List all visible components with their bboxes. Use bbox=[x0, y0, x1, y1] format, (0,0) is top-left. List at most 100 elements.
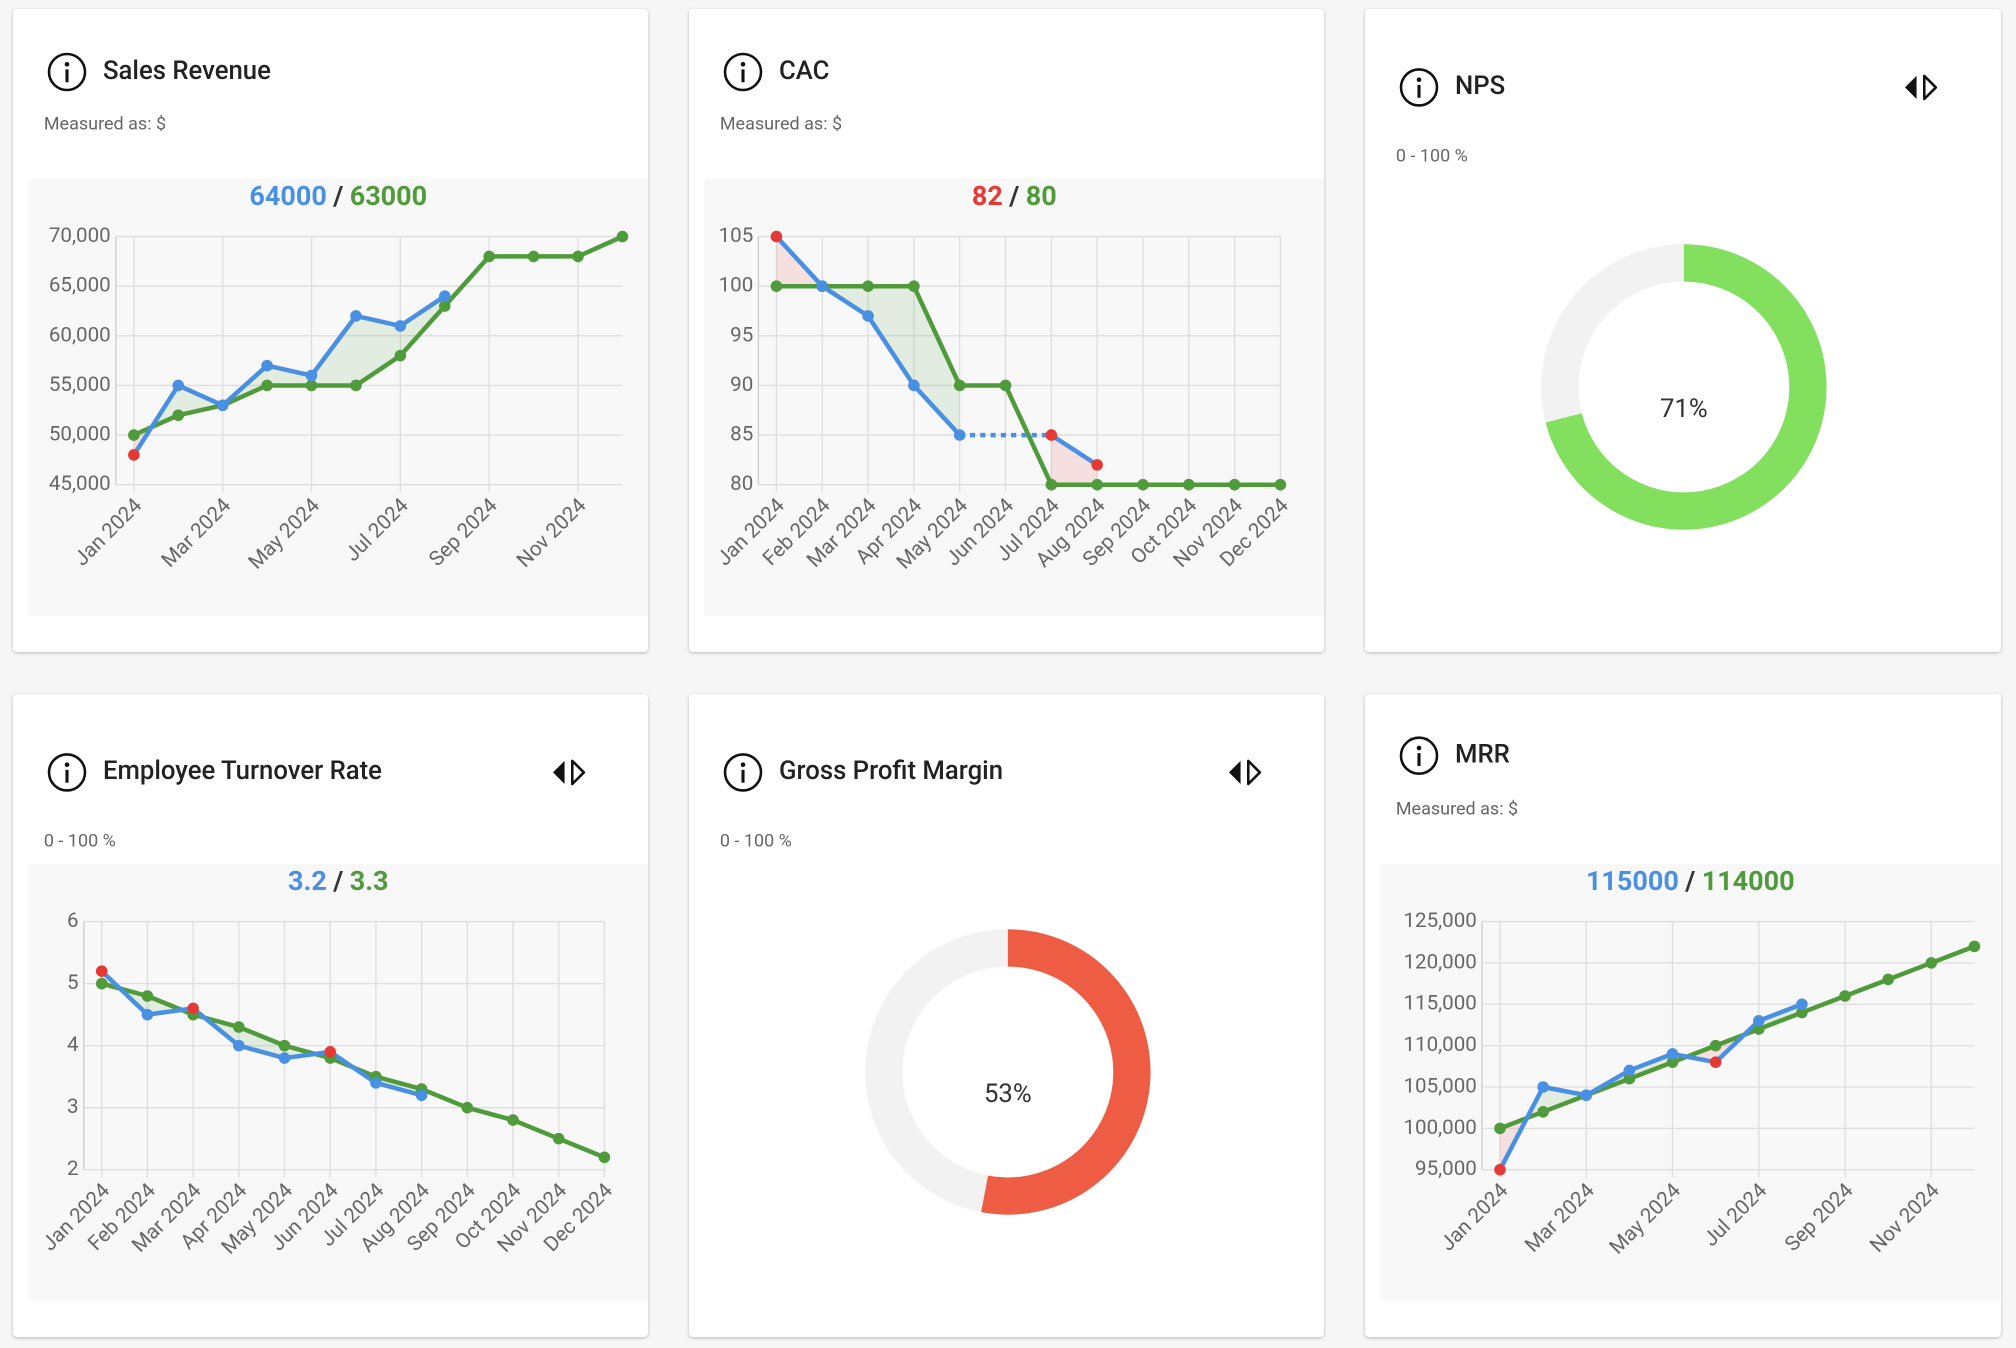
summary-separator: / bbox=[332, 865, 343, 897]
card-subtitle: Measured as: $ bbox=[44, 113, 166, 134]
target-point bbox=[1624, 1073, 1636, 1085]
target-point bbox=[1183, 478, 1195, 491]
actual-point bbox=[232, 1040, 245, 1052]
actual-point bbox=[816, 280, 829, 292]
summary-separator: / bbox=[1685, 865, 1696, 897]
summary-actual: 64000 bbox=[249, 180, 326, 212]
toggle-icon[interactable] bbox=[1229, 759, 1262, 786]
target-point bbox=[954, 379, 966, 392]
actual-point bbox=[438, 290, 451, 302]
target-point bbox=[1137, 478, 1149, 491]
target-point bbox=[908, 280, 920, 292]
series-line bbox=[131, 294, 446, 457]
card-subtitle: 0 - 100 % bbox=[44, 831, 116, 852]
y-tick-label: 4 bbox=[67, 1033, 79, 1057]
summary-actual: 3.2 bbox=[288, 865, 327, 897]
toggle-left bbox=[1229, 761, 1241, 785]
actual-point bbox=[141, 1009, 154, 1021]
series-line bbox=[1499, 944, 1976, 1131]
actual-point bbox=[278, 1052, 291, 1065]
y-tick-label: 50,000 bbox=[49, 423, 111, 447]
y-tick-label: 125,000 bbox=[1404, 909, 1477, 933]
kpi-card: Sales Revenue Measured as: $ 45,000 50,000 5… bbox=[12, 9, 648, 652]
card-title: Sales Revenue bbox=[103, 56, 271, 86]
actual-point bbox=[369, 1077, 382, 1089]
target-point bbox=[394, 349, 406, 362]
y-tick-label: 2 bbox=[67, 1157, 79, 1181]
band bbox=[914, 286, 960, 436]
info-dot bbox=[1417, 77, 1422, 83]
target-point bbox=[1710, 1040, 1722, 1052]
series-line bbox=[1050, 433, 1099, 467]
target-point bbox=[172, 409, 184, 422]
actual-point bbox=[1537, 1081, 1550, 1094]
target-point bbox=[1839, 990, 1852, 1003]
y-tick-label: 115,000 bbox=[1404, 992, 1477, 1016]
info-ring bbox=[723, 52, 763, 92]
actual-point bbox=[95, 965, 108, 978]
kpi-card: Employee Turnover Rate 0 - 100 % 2 3 4 5 6 Jan … bbox=[12, 694, 648, 1338]
band bbox=[868, 286, 915, 386]
actual-point bbox=[1710, 1056, 1722, 1069]
actual-point bbox=[1624, 1064, 1636, 1077]
target-point bbox=[1494, 1122, 1507, 1135]
summary-target: 114000 bbox=[1702, 865, 1795, 897]
summary: 115000/114000 bbox=[1586, 865, 1795, 897]
y-tick-label: 5 bbox=[67, 971, 79, 995]
series-line bbox=[1498, 1002, 1804, 1172]
info-ring bbox=[723, 753, 763, 792]
band bbox=[355, 315, 401, 386]
toggle-right bbox=[1923, 74, 1938, 101]
actual-point bbox=[261, 359, 273, 372]
target-point bbox=[1753, 1023, 1765, 1036]
summary: 64000/63000 bbox=[249, 180, 427, 212]
target-point bbox=[141, 990, 154, 1003]
actual-point bbox=[1667, 1048, 1679, 1060]
info-dot bbox=[740, 762, 746, 768]
target-point bbox=[232, 1021, 245, 1034]
target-point bbox=[1045, 478, 1058, 491]
info-icon bbox=[47, 52, 87, 92]
y-tick-label: 60,000 bbox=[49, 323, 111, 347]
info-icon bbox=[47, 753, 87, 792]
target-point bbox=[349, 379, 362, 392]
band bbox=[1051, 435, 1098, 485]
card-canvas: Sales Revenue Measured as: $ 45,000 50,000 5… bbox=[28, 52, 648, 616]
actual-point bbox=[954, 429, 966, 441]
summary: 3.2/3.3 bbox=[288, 865, 388, 897]
info-dot bbox=[64, 61, 70, 67]
info-dot bbox=[740, 61, 746, 67]
card-canvas: MRR Measured as: $ 95,000 100,000 105,000 110… bbox=[1380, 736, 2001, 1302]
chart-panel bbox=[1380, 863, 2001, 1302]
summary-target: 80 bbox=[1026, 180, 1057, 212]
toggle-icon[interactable] bbox=[1905, 74, 1938, 101]
toggle-icon[interactable] bbox=[552, 759, 585, 786]
target-point bbox=[1228, 478, 1241, 491]
summary-actual: 115000 bbox=[1586, 865, 1679, 897]
y-tick-label: 70,000 bbox=[49, 224, 111, 248]
target-point bbox=[127, 429, 140, 441]
band bbox=[238, 1027, 285, 1059]
card-title: CAC bbox=[779, 56, 829, 86]
target-point bbox=[552, 1133, 565, 1145]
target-point bbox=[862, 280, 874, 292]
actual-point bbox=[770, 230, 783, 243]
target-point bbox=[1274, 478, 1287, 491]
band bbox=[266, 365, 312, 386]
target-point bbox=[1537, 1106, 1550, 1118]
target-point bbox=[616, 230, 629, 243]
chart-panel bbox=[704, 178, 1325, 616]
actual-point bbox=[1091, 459, 1104, 471]
target-point bbox=[1667, 1056, 1679, 1069]
actual-point bbox=[1494, 1164, 1507, 1176]
card-title: Employee Turnover Rate bbox=[103, 757, 382, 787]
y-tick-label: 3 bbox=[67, 1095, 79, 1119]
target-point bbox=[770, 280, 783, 292]
actual-point bbox=[394, 320, 406, 332]
summary-target: 3.3 bbox=[350, 865, 389, 897]
target-point bbox=[1925, 957, 1938, 969]
card-title: Gross Profit Margin bbox=[779, 757, 1003, 787]
series-line bbox=[100, 969, 423, 1098]
